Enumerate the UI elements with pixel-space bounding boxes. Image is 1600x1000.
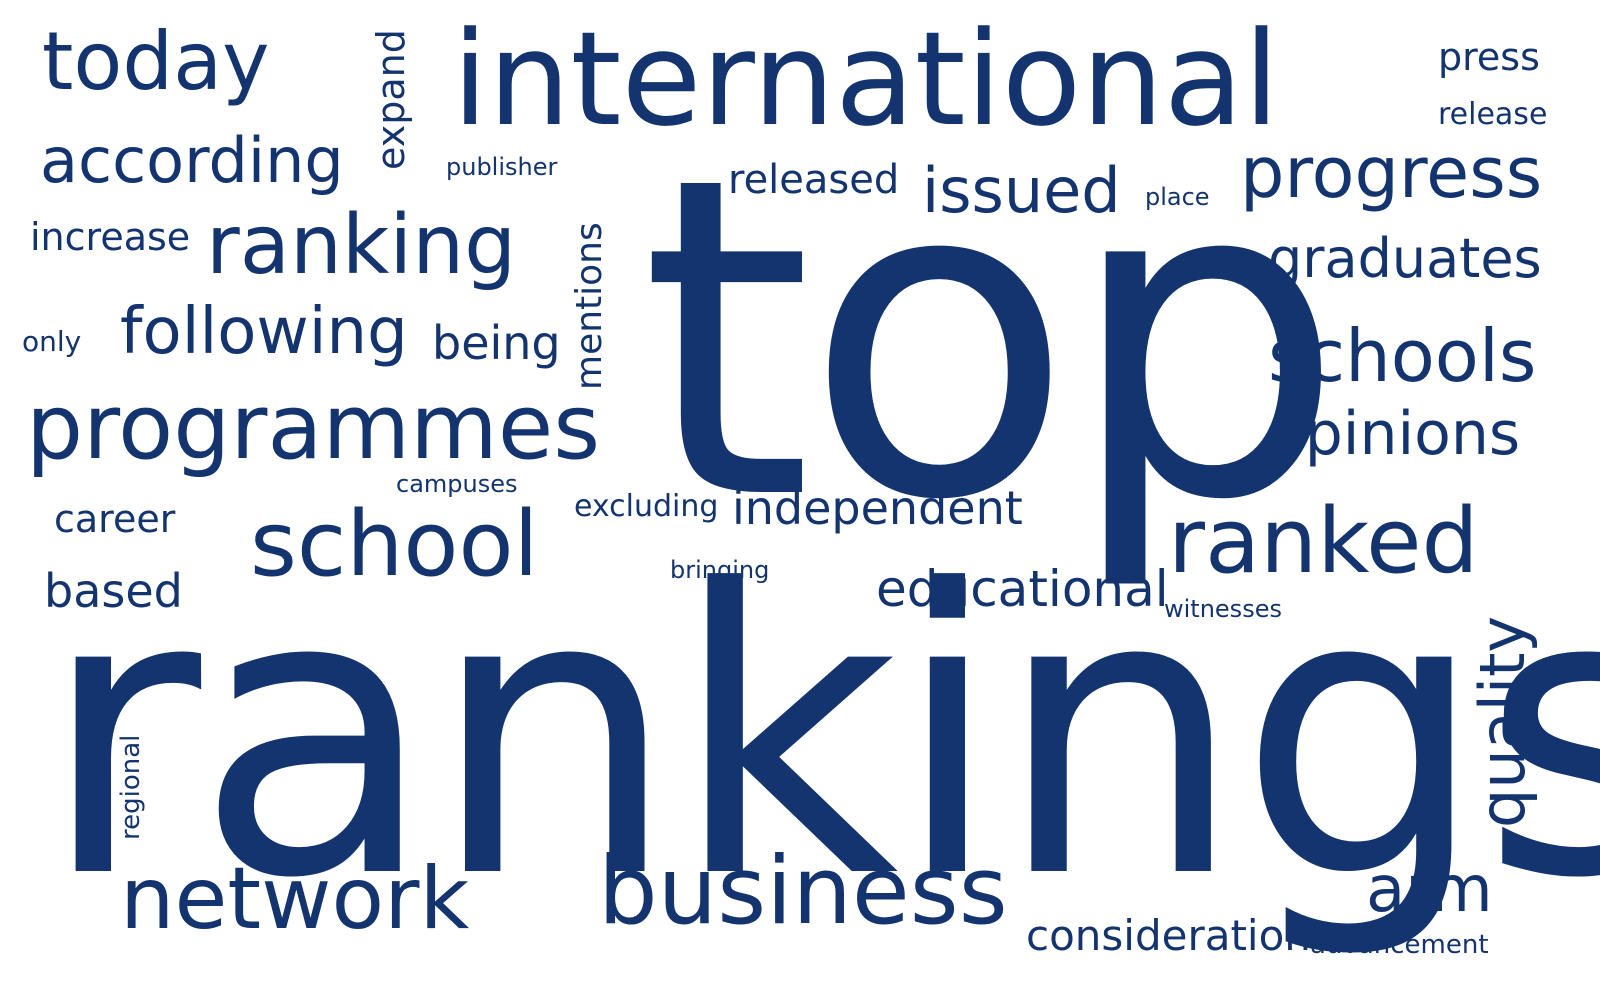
word-being: being	[432, 316, 561, 370]
word-graduates: graduates	[1268, 227, 1542, 290]
word-network: network	[120, 849, 470, 949]
word-independent: independent	[732, 481, 1023, 535]
word-business: business	[598, 837, 1008, 946]
word-rankings: rankings	[40, 508, 1600, 964]
word-top: top	[640, 84, 1345, 596]
word-issued: issued	[922, 154, 1121, 227]
word-progress: progress	[1240, 132, 1543, 214]
word-arm: arm	[1366, 853, 1493, 927]
word-based: based	[44, 564, 183, 618]
word-advancement: advancement	[1310, 930, 1489, 960]
word-programmes: programmes	[26, 375, 601, 480]
word-school: school	[250, 492, 539, 597]
word-press: press	[1438, 35, 1540, 79]
word-increase: increase	[30, 215, 191, 259]
word-release: release	[1438, 97, 1548, 132]
word-educational: educational	[876, 560, 1169, 618]
word-regional: regional	[116, 734, 146, 840]
word-opinions: opinions	[1268, 399, 1521, 469]
word-following: following	[120, 295, 408, 369]
word-released: released	[728, 157, 900, 203]
word-mentions: mentions	[569, 222, 610, 390]
word-campuses: campuses	[396, 470, 518, 498]
word-career: career	[54, 497, 176, 541]
word-schools: schools	[1268, 314, 1537, 398]
word-consideration: consideration	[1026, 911, 1311, 960]
word-bringing: bringing	[670, 556, 770, 584]
word-witnesses: witnesses	[1164, 595, 1282, 623]
word-excluding: excluding	[574, 489, 719, 524]
word-today: today	[42, 15, 270, 108]
word-according: according	[40, 124, 344, 197]
word-ranked: ranked	[1168, 489, 1479, 594]
word-international: international	[452, 3, 1280, 155]
word-publisher: publisher	[446, 153, 558, 181]
word-place: place	[1145, 183, 1210, 211]
word-only: only	[22, 325, 82, 358]
word-ranking: ranking	[206, 198, 517, 293]
word-expand: expand	[369, 29, 413, 170]
